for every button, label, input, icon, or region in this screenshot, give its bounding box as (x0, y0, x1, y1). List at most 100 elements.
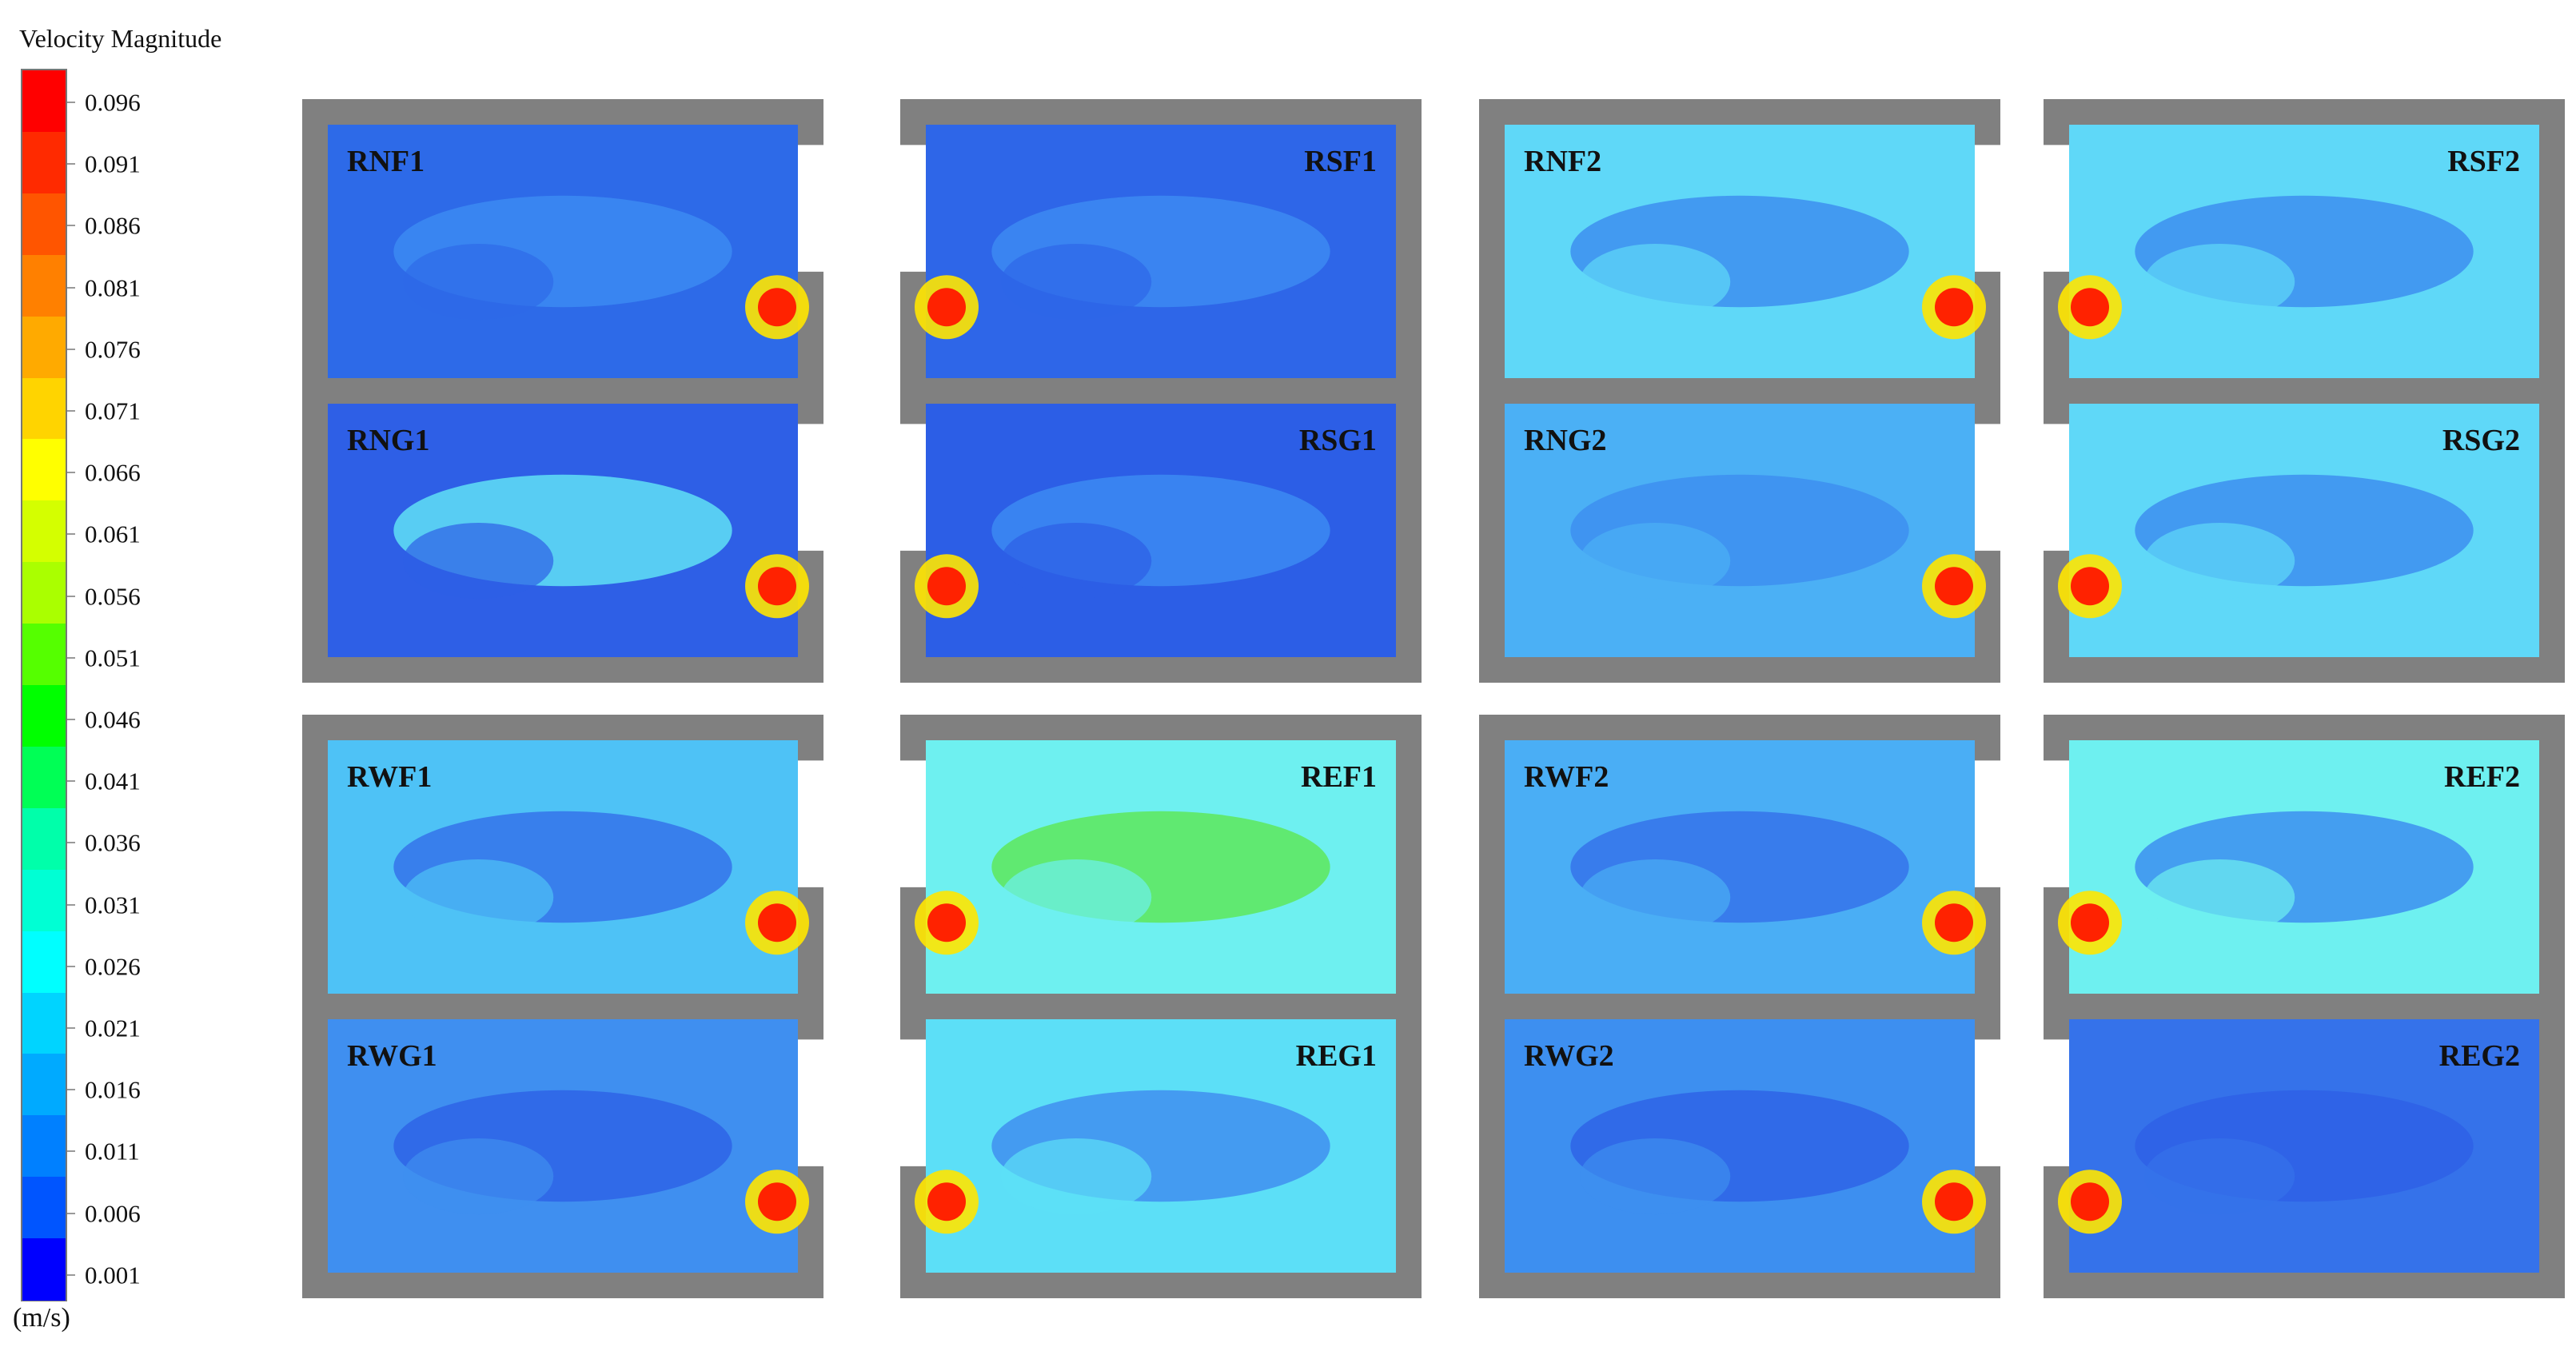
room-label: RWF2 (1524, 760, 1609, 794)
colorbar-tick-label: 0.051 (85, 644, 141, 672)
colorbar-tick-mark (67, 1089, 75, 1091)
colorbar-tick-label: 0.041 (85, 767, 141, 795)
inlet-jet-core (2071, 1182, 2109, 1221)
colorbar-tick-mark (67, 348, 75, 350)
window-opening (798, 760, 823, 887)
room-rsf2: RSF2 (2044, 125, 2539, 378)
colorbar-band (22, 746, 66, 809)
velocity-contour (1001, 1138, 1152, 1215)
colorbar-tick-mark (67, 595, 75, 597)
colorbar-band (22, 1177, 66, 1240)
colorbar-band (22, 1115, 66, 1178)
colorbar-tick-label: 0.091 (85, 149, 141, 178)
colorbar-band (22, 1238, 66, 1301)
room-label: RNG2 (1524, 424, 1606, 457)
colorbar-tick-label: 0.031 (85, 891, 141, 919)
colorbar-band (22, 869, 66, 932)
room-rwg1: RWG1 (328, 1019, 823, 1273)
window-opening (900, 760, 926, 887)
velocity-contour (403, 859, 554, 936)
colorbar-tick-mark (67, 472, 75, 474)
inlet-jet-core (2071, 288, 2109, 327)
window-opening (900, 1039, 926, 1166)
colorbar-band (22, 1054, 66, 1117)
colorbar-tick-mark (67, 1027, 75, 1029)
window-opening (900, 424, 926, 551)
colorbar-tick-mark (67, 780, 75, 783)
room-label: REG2 (2439, 1039, 2520, 1073)
colorbar-tick-mark (67, 903, 75, 906)
room-block: RNF2 RNG2 (1479, 99, 2000, 683)
colorbar-band (22, 624, 66, 686)
room-rng2: RNG2 (1505, 404, 2000, 657)
colorbar-band (22, 562, 66, 625)
velocity-contour (1001, 522, 1152, 600)
room-block: RNF1 RNG1 (302, 99, 823, 683)
window-opening (2044, 145, 2069, 272)
colorbar-tick-label: 0.096 (85, 88, 141, 117)
colorbar-tick-label: 0.086 (85, 211, 141, 240)
room-block: REF2 REG2 (2044, 715, 2565, 1298)
colorbar-tick-mark (67, 286, 75, 289)
velocity-contour (2144, 522, 2295, 600)
room-label: RWG1 (347, 1039, 437, 1073)
colorbar-tick-label: 0.076 (85, 335, 141, 364)
room-block: RSF1 RSG1 (900, 99, 1422, 683)
inlet-jet-core (758, 567, 796, 606)
colorbar-tick-label: 0.061 (85, 520, 141, 548)
inlet-jet-core (927, 1182, 966, 1221)
velocity-contour (2144, 243, 2295, 321)
room-label: RNF2 (1524, 145, 1601, 178)
room-ref2: REF2 (2044, 740, 2539, 994)
room-label: RSG1 (1299, 424, 1377, 457)
velocity-contour (403, 243, 554, 321)
inlet-jet-core (927, 288, 966, 327)
colorbar-tick-mark (67, 842, 75, 844)
colorbar-band (22, 685, 66, 747)
colorbar-tick-mark (67, 1273, 75, 1276)
velocity-contour (2144, 1138, 2295, 1215)
window-opening (2044, 760, 2069, 887)
colorbar-band (22, 931, 66, 994)
velocity-contour (403, 522, 554, 600)
room-ref1: REF1 (900, 740, 1396, 994)
colorbar-tick-mark (67, 656, 75, 659)
colorbar-tick-label: 0.001 (85, 1261, 141, 1289)
colorbar-band (22, 316, 66, 379)
room-rsg2: RSG2 (2044, 404, 2539, 657)
window-opening (798, 145, 823, 272)
room-rwg2: RWG2 (1505, 1019, 2000, 1273)
colorbar-tick-label: 0.016 (85, 1075, 141, 1104)
velocity-contour (1001, 859, 1152, 936)
colorbar-tick-label: 0.066 (85, 458, 141, 487)
room-rng1: RNG1 (328, 404, 823, 657)
velocity-contour (1580, 1138, 1731, 1215)
legend-unit: (m/s) (13, 1303, 70, 1333)
inlet-jet-core (758, 288, 796, 327)
room-block: RSF2 RSG2 (2044, 99, 2565, 683)
inlet-jet-core (927, 903, 966, 943)
window-opening (1975, 1039, 2000, 1166)
room-rsg1: RSG1 (900, 404, 1396, 657)
room-rnf1: RNF1 (328, 125, 823, 378)
room-label: RNG1 (347, 424, 429, 457)
colorbar-tick-mark (67, 965, 75, 967)
room-label: RNF1 (347, 145, 425, 178)
colorbar-tick-mark (67, 1150, 75, 1153)
room-label: RWG2 (1524, 1039, 1614, 1073)
colorbar-band (22, 254, 66, 317)
room-label: REF1 (1301, 760, 1377, 794)
colorbar-band (22, 500, 66, 564)
window-opening (1975, 424, 2000, 551)
window-opening (2044, 424, 2069, 551)
colorbar-tick-label: 0.011 (85, 1137, 140, 1166)
inlet-jet-core (758, 1182, 796, 1221)
window-opening (900, 145, 926, 272)
velocity-colorbar (21, 69, 67, 1301)
colorbar-band (22, 807, 66, 871)
room-rwf2: RWF2 (1505, 740, 2000, 994)
colorbar-tick-mark (67, 225, 75, 227)
colorbar-tick-label: 0.006 (85, 1199, 141, 1228)
colorbar-band (22, 439, 66, 502)
